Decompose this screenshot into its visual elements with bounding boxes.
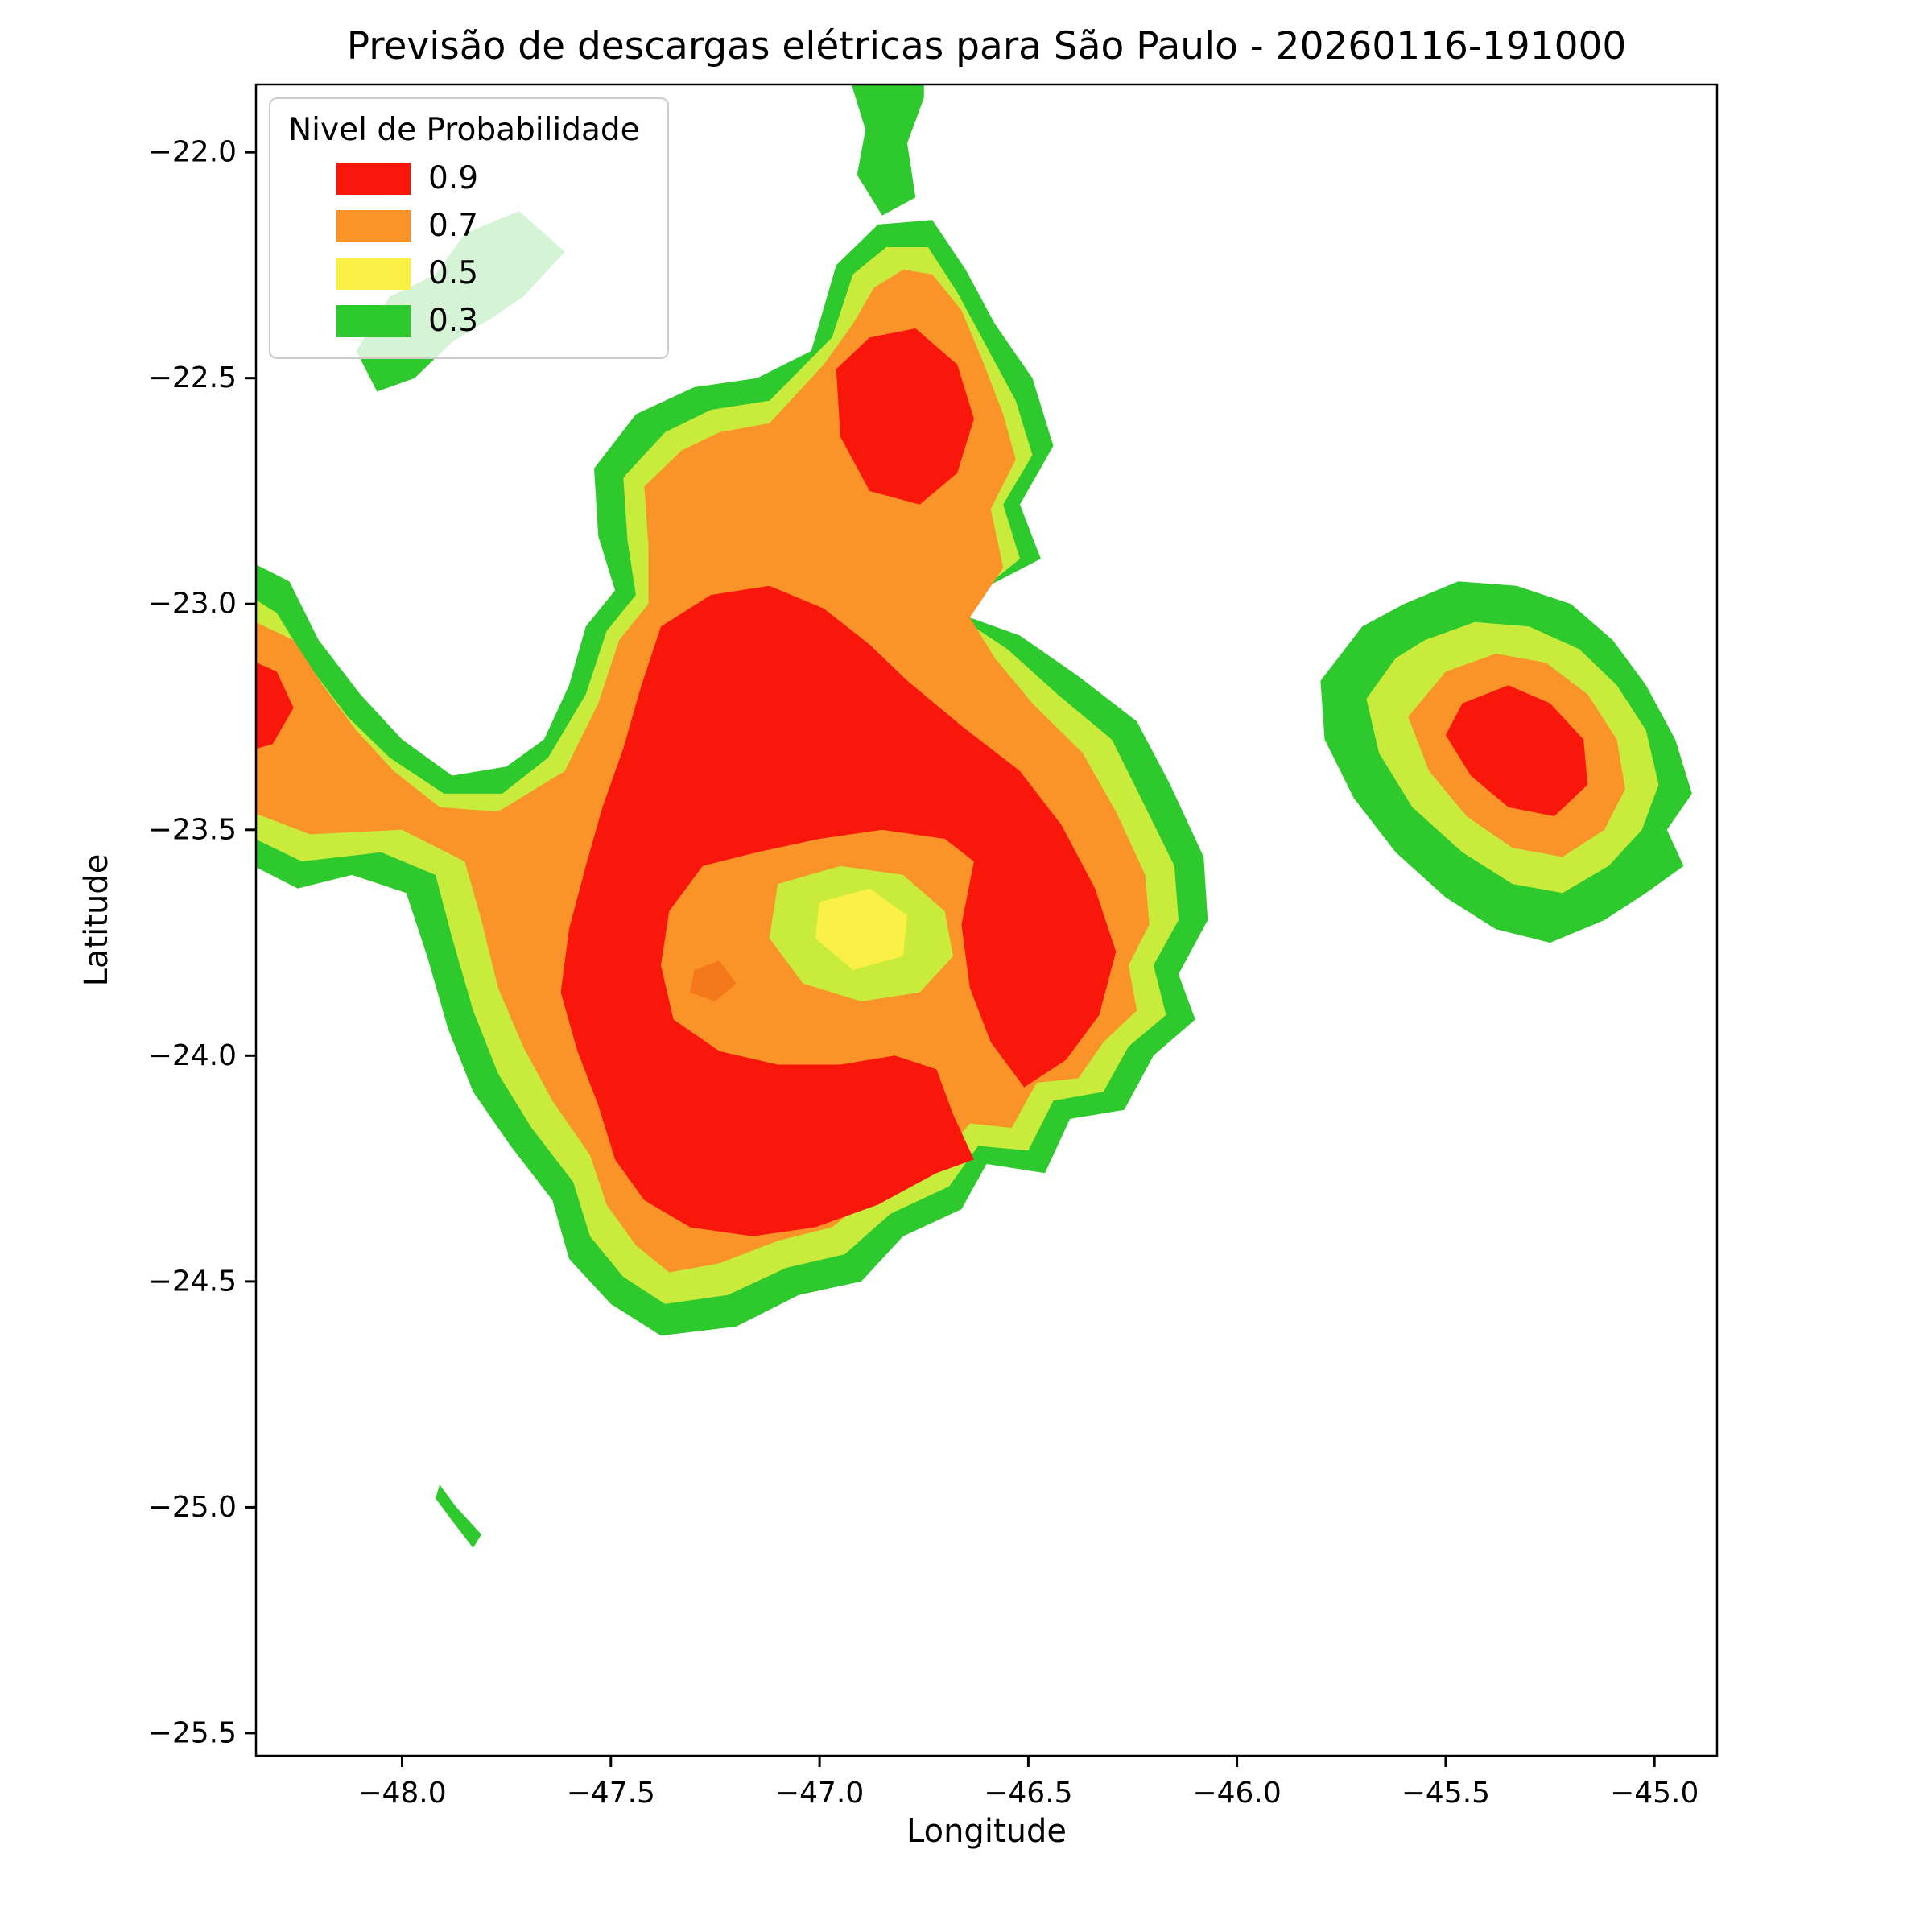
x-tick-label: −46.0 — [1192, 1777, 1281, 1810]
region-red-left-edge — [256, 662, 294, 749]
x-tick-label: −46.5 — [984, 1777, 1072, 1810]
region-red-central — [560, 585, 1117, 1236]
legend-entry-label: 0.9 — [428, 160, 479, 196]
legend-swatch — [336, 162, 411, 195]
legend-title: Nivel de Probabilidade — [288, 112, 640, 148]
axes-frame — [254, 83, 1719, 1757]
y-tick-label: −23.0 — [148, 588, 237, 621]
legend-swatch — [336, 304, 411, 337]
legend-rows: 0.9 0.7 0.5 0.3 — [288, 155, 640, 345]
y-tick-label: −24.5 — [148, 1265, 237, 1298]
legend-entry-label: 0.5 — [428, 255, 479, 291]
y-tick-label: −22.5 — [148, 361, 237, 394]
y-tick-label: −23.5 — [148, 813, 237, 846]
x-tick-label: −47.5 — [567, 1777, 655, 1810]
y-tick-label: −24.0 — [148, 1039, 237, 1072]
x-axis-label: Longitude — [906, 1813, 1067, 1850]
region-red-north — [836, 328, 974, 505]
y-tick-label: −22.0 — [148, 136, 237, 169]
legend: Nivel de Probabilidade 0.9 0.7 0.5 0.3 — [269, 97, 669, 359]
x-tick-label: −47.0 — [775, 1777, 864, 1810]
contour-regions — [256, 85, 1692, 1548]
region-dip-yellow — [815, 888, 907, 970]
legend-entry: 0.7 — [288, 202, 640, 250]
y-axis-label: Latitude — [78, 853, 115, 987]
region-patch-top-green — [851, 85, 924, 216]
x-tick-label: −45.5 — [1402, 1777, 1490, 1810]
legend-entry: 0.5 — [288, 250, 640, 297]
legend-entry: 0.9 — [288, 155, 640, 202]
x-tick-label: −45.0 — [1610, 1777, 1699, 1810]
legend-swatch — [336, 209, 411, 242]
region-patch-south-sliver-green — [436, 1484, 481, 1548]
y-tick-label: −25.5 — [148, 1716, 237, 1749]
legend-entry-label: 0.7 — [428, 208, 479, 244]
region-dip-orange-spot — [690, 960, 737, 1001]
y-tick-label: −25.0 — [148, 1491, 237, 1524]
chart-title: Previsão de descargas elétricas para São… — [346, 24, 1627, 68]
legend-entry-label: 0.3 — [428, 303, 479, 339]
x-tick-label: −48.0 — [357, 1777, 446, 1810]
legend-entry: 0.3 — [288, 297, 640, 345]
region-east-red — [1445, 685, 1588, 816]
legend-swatch — [336, 257, 411, 290]
